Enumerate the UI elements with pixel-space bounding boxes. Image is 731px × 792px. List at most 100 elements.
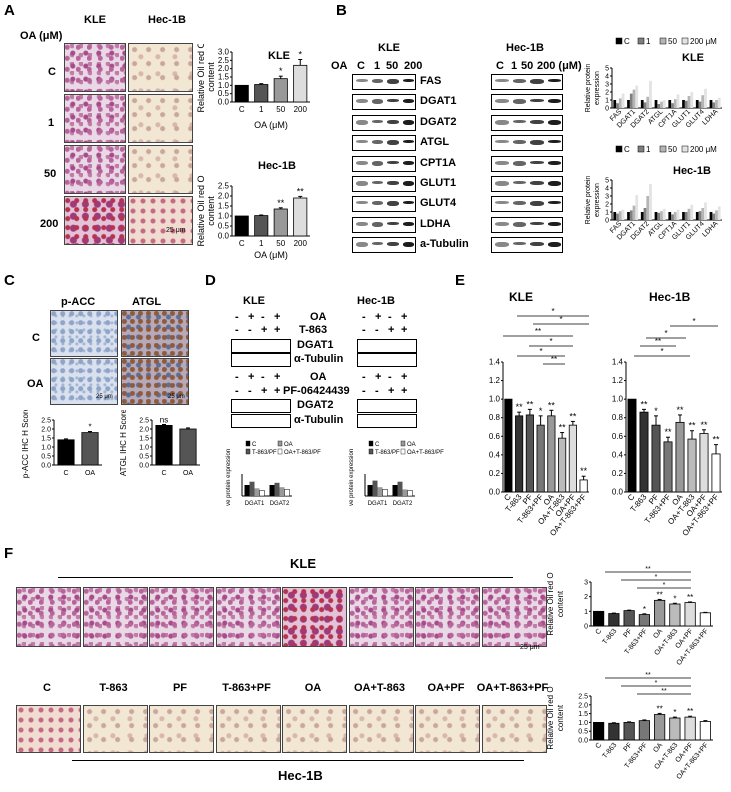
- panel-c-chart-pacc: 0.0 0.5 1.0 1.5 2.0 2.5 C * OA p-ACC IHC H Score: [21, 410, 102, 478]
- d-treatment-sign: +: [248, 371, 255, 383]
- significance-bracket-label: **: [645, 672, 651, 679]
- b-protein-label: DGAT1: [420, 95, 457, 108]
- bar: [593, 722, 605, 741]
- bar: [717, 97, 721, 108]
- bar: [515, 415, 524, 493]
- bar: [673, 212, 677, 220]
- legend-label: T-863/PF: [252, 450, 277, 456]
- f-hec-image: [282, 705, 347, 753]
- b-hec-title: Hec-1B: [506, 42, 544, 54]
- bar: [367, 485, 373, 496]
- y-tick-label: 1.5: [218, 202, 230, 211]
- bar: [690, 204, 694, 220]
- bar: [712, 102, 716, 108]
- y-axis-label: expression: [594, 71, 601, 105]
- x-tick-label: PF: [623, 742, 634, 753]
- d-hec-dgat1-blot: [357, 339, 417, 353]
- significance-mark: **: [297, 186, 305, 196]
- bar: [701, 208, 705, 220]
- d-kle-dgat1-blot: [231, 339, 291, 353]
- panel-a-col-hec: Hec-1B: [148, 14, 186, 26]
- a-kle-200-image: [64, 196, 126, 245]
- bar: [623, 610, 635, 627]
- b-hec-lane-200: 200 (μM): [537, 60, 582, 72]
- protein-band: [402, 160, 414, 165]
- b-protein-label: DGAT2: [420, 115, 457, 128]
- panel-a-row-header: OA (μM): [20, 30, 63, 42]
- y-tick-label: 3: [605, 82, 609, 89]
- b-hec-blot-4: [491, 155, 563, 172]
- x-tick-label: DGAT1: [245, 501, 265, 506]
- significance-mark: *: [673, 708, 676, 717]
- y-tick-label: 1.5: [218, 73, 230, 82]
- bar: [613, 100, 617, 108]
- d-treatment-sign: +: [375, 371, 382, 383]
- bar: [668, 100, 672, 108]
- d-hec-tub2-blot: [357, 414, 417, 428]
- bar: [643, 102, 647, 108]
- f-hec-image: [415, 705, 480, 753]
- protein-band: [495, 242, 509, 248]
- significance-mark: **: [569, 411, 577, 421]
- b-kle-lane-50: 50: [386, 60, 399, 72]
- bar: [699, 433, 709, 493]
- b-kle-chart-title: KLE: [682, 52, 704, 64]
- bar: [671, 103, 674, 108]
- y-tick-label: 2.0: [218, 192, 230, 201]
- significance-mark: **: [688, 421, 696, 431]
- bar: [698, 101, 702, 108]
- significance-mark: **: [580, 466, 588, 476]
- significance-mark: *: [539, 406, 543, 416]
- bar: [608, 722, 620, 741]
- significance-mark: **: [277, 198, 285, 208]
- d-treatment-sign: -: [362, 385, 366, 397]
- protein-band: [547, 140, 561, 144]
- legend-swatch: [400, 440, 406, 447]
- d-treatment-sign: -: [261, 371, 265, 383]
- d-treatment-sign: -: [362, 311, 366, 323]
- y-tick-label: 2.5: [218, 56, 230, 65]
- y-tick-label: 1.0: [218, 212, 230, 221]
- d-treatment-sign: -: [235, 311, 239, 323]
- bar: [407, 490, 413, 497]
- b-kle-blot-3: [352, 135, 416, 152]
- y-tick-label: 1.2: [612, 376, 624, 385]
- significance-mark: **: [657, 704, 663, 713]
- b-protein-label: GLUT4: [420, 197, 457, 210]
- b-kle-lane-c: C: [357, 60, 365, 72]
- legend-swatch: [368, 440, 374, 447]
- y-tick-label: 0: [605, 106, 609, 113]
- bar: [646, 196, 650, 220]
- protein-band: [402, 119, 414, 125]
- significance-mark: *: [673, 594, 676, 603]
- x-tick-label: OA: [85, 470, 95, 477]
- f-treatment-label: OA+T-863: [353, 682, 406, 694]
- a-hec-chart-title: Hec-1B: [258, 160, 296, 172]
- protein-band: [402, 99, 414, 104]
- protein-band: [387, 119, 399, 124]
- y-axis-label: expression: [594, 183, 601, 217]
- y-tick-label: 4: [605, 186, 609, 193]
- f-treatment-label: C: [43, 682, 51, 694]
- protein-band: [356, 201, 368, 205]
- x-tick-label: C: [595, 628, 604, 636]
- d-treatment-sign: -: [235, 324, 239, 336]
- y-axis-label: Relative Oil red O: [546, 686, 555, 749]
- bar: [711, 453, 721, 493]
- bar: [676, 209, 680, 220]
- bar: [568, 424, 577, 493]
- y-tick-label: 1.5: [578, 711, 588, 718]
- a-kle-chart-title: KLE: [268, 50, 290, 62]
- bar: [234, 215, 249, 237]
- d-treatment-sign: -: [235, 371, 239, 383]
- protein-band: [402, 79, 414, 82]
- protein-band: [512, 181, 526, 184]
- d-treatment-sign: -: [248, 385, 252, 397]
- legend-swatch: [681, 37, 689, 45]
- x-tick-label: OA: [652, 742, 664, 755]
- legend-label: T-863/PF: [375, 450, 400, 456]
- y-axis-label: Relative Oil red O: [196, 44, 206, 113]
- f-kle-image: [415, 587, 480, 647]
- y-tick-label: 0.5: [218, 89, 230, 98]
- significance-bracket-label: *: [664, 329, 667, 338]
